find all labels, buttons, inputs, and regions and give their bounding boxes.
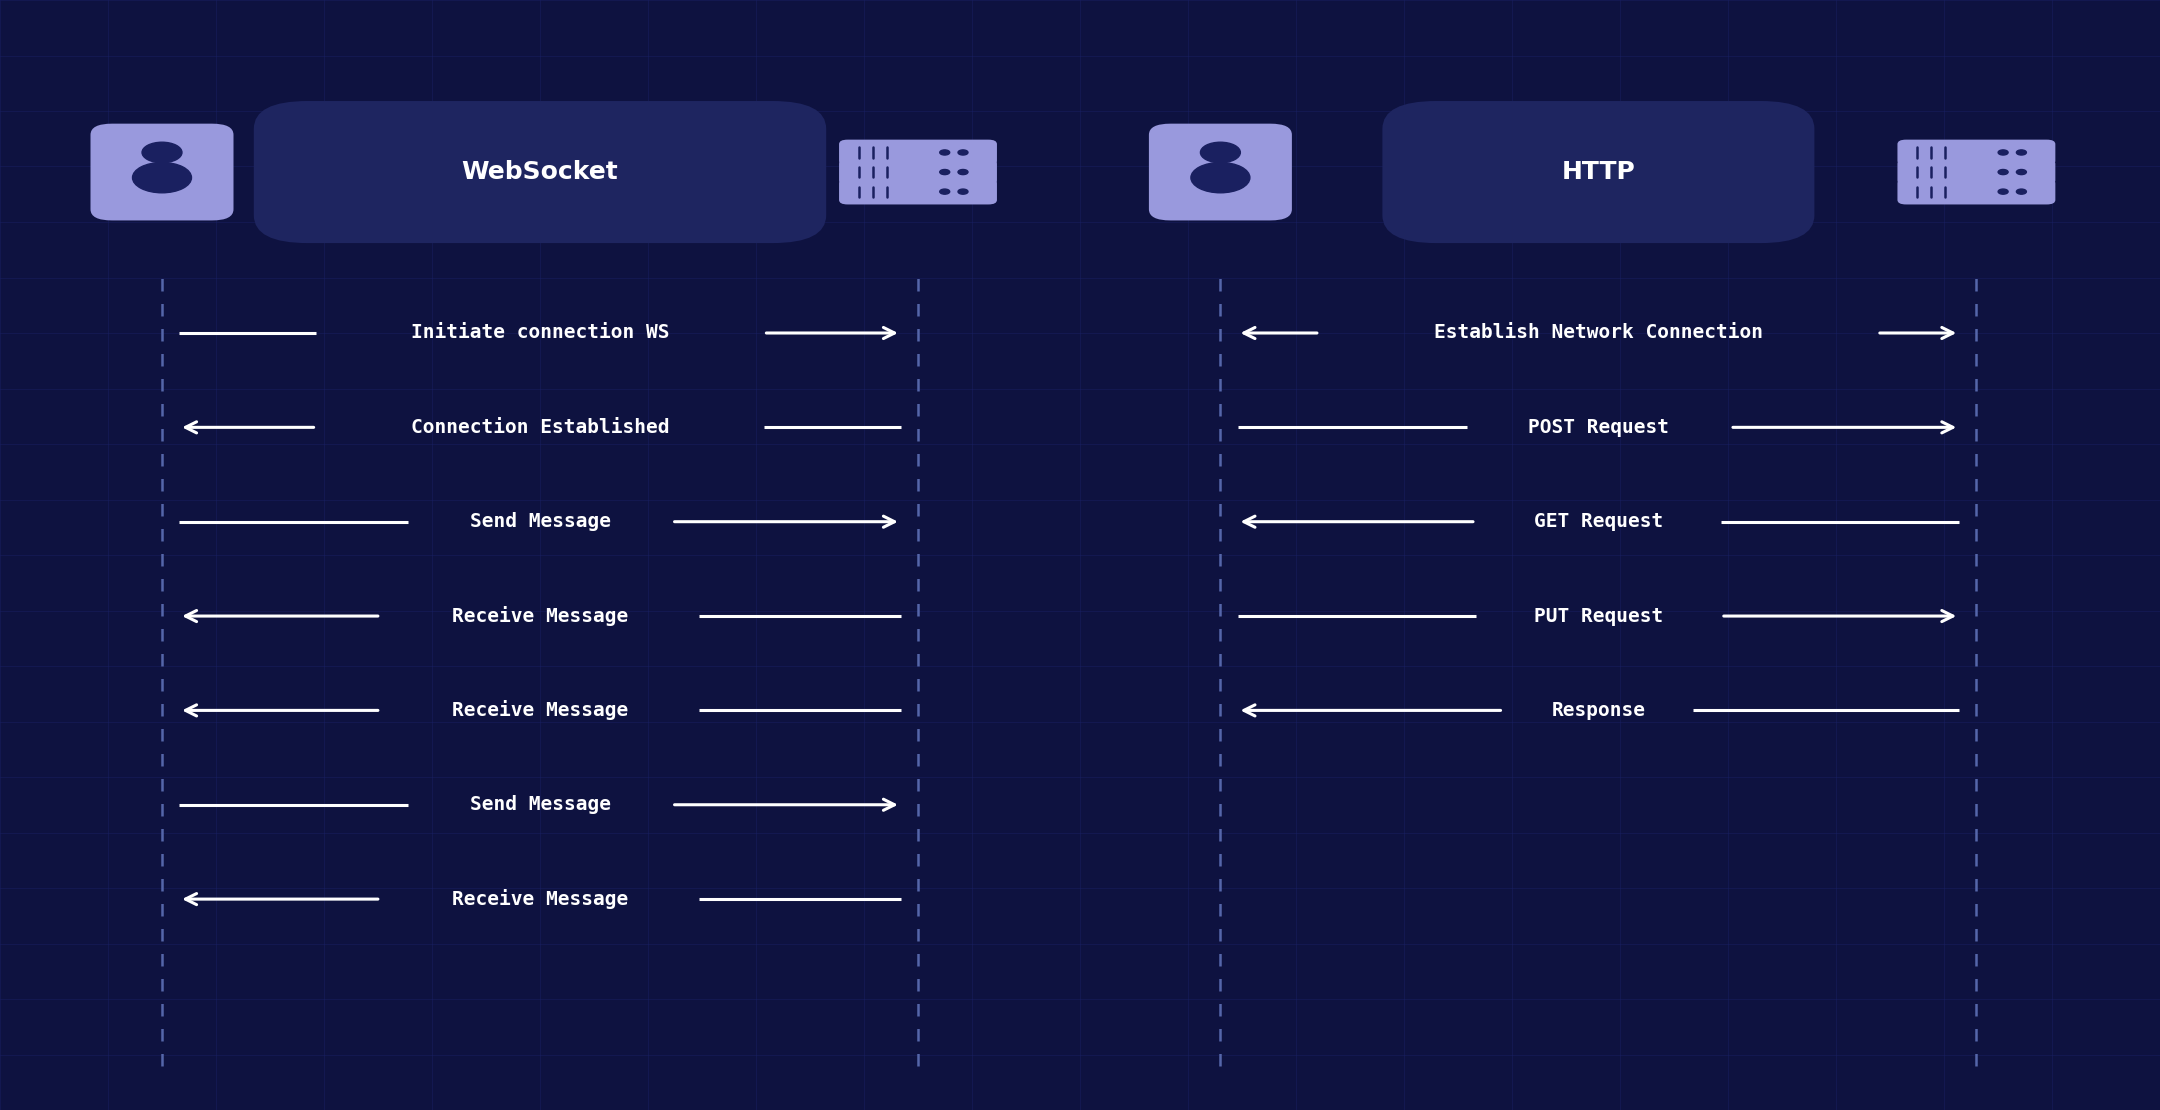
Text: Receive Message: Receive Message [451,889,629,909]
Circle shape [143,142,181,163]
Text: WebSocket: WebSocket [462,160,618,184]
FancyBboxPatch shape [1896,140,2056,165]
Text: PUT Request: PUT Request [1534,606,1663,626]
Circle shape [1998,170,2009,174]
Circle shape [2017,150,2026,155]
Text: Receive Message: Receive Message [451,700,629,720]
FancyBboxPatch shape [838,140,998,165]
Circle shape [1998,189,2009,194]
Circle shape [959,189,968,194]
FancyBboxPatch shape [1382,101,1814,243]
Circle shape [959,170,968,174]
Text: Establish Network Connection: Establish Network Connection [1434,323,1763,343]
Circle shape [940,189,950,194]
Circle shape [1998,150,2009,155]
Circle shape [2017,170,2026,174]
Text: POST Request: POST Request [1527,417,1670,437]
FancyBboxPatch shape [1896,159,2056,185]
Circle shape [1201,142,1240,163]
Ellipse shape [132,162,192,193]
Text: Send Message: Send Message [469,795,611,815]
Text: Response: Response [1551,700,1646,720]
FancyBboxPatch shape [91,123,233,221]
Text: Initiate connection WS: Initiate connection WS [410,323,670,343]
Text: GET Request: GET Request [1534,512,1663,532]
FancyBboxPatch shape [255,101,827,243]
Text: HTTP: HTTP [1562,160,1635,184]
FancyBboxPatch shape [1149,123,1292,221]
Ellipse shape [1190,162,1251,193]
FancyBboxPatch shape [838,159,998,185]
Circle shape [2017,189,2026,194]
FancyBboxPatch shape [838,179,998,204]
Text: Receive Message: Receive Message [451,606,629,626]
Text: Connection Established: Connection Established [410,417,670,437]
Text: Send Message: Send Message [469,512,611,532]
Circle shape [959,150,968,155]
Circle shape [940,150,950,155]
FancyBboxPatch shape [1896,179,2056,204]
Circle shape [940,170,950,174]
